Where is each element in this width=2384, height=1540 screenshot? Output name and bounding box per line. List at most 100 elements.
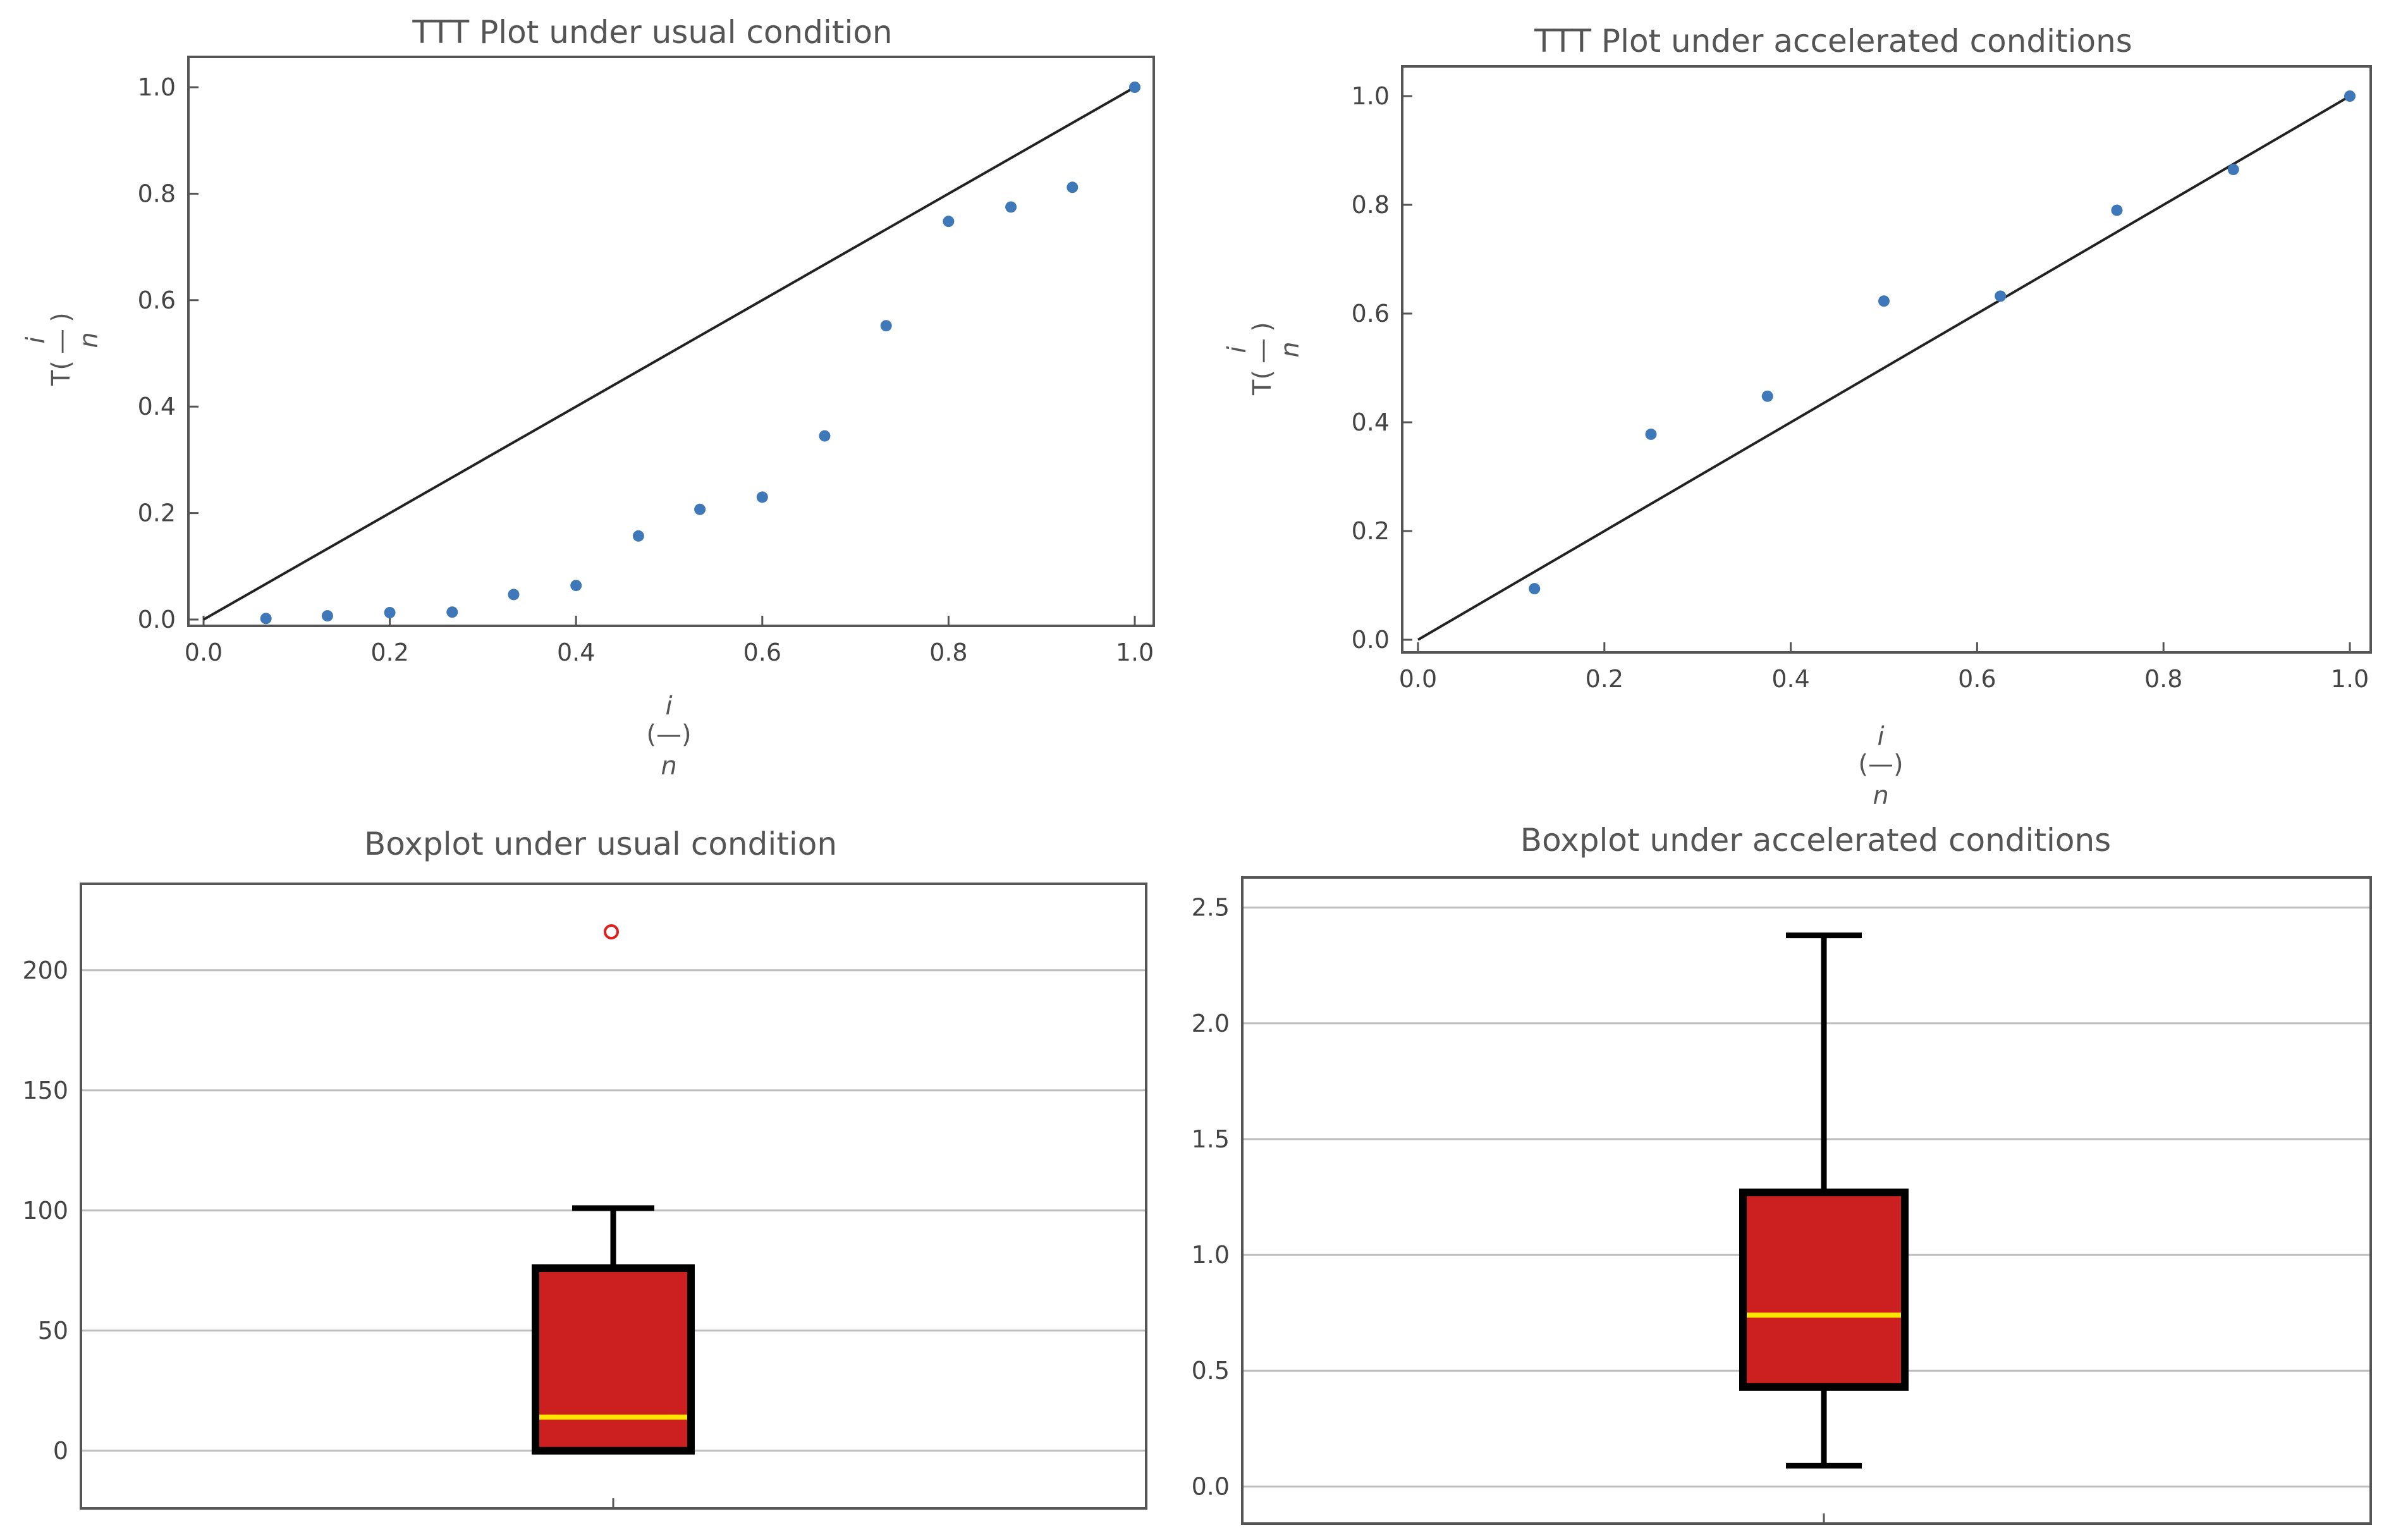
ttt-accelerated-x-tick-label: 0.4 bbox=[1771, 665, 1809, 693]
ttt-usual-y-label-dash: — bbox=[47, 329, 76, 354]
ttt-usual-x-tick-label: 0.8 bbox=[929, 639, 967, 666]
box-usual-y-tick-label: 200 bbox=[22, 956, 68, 984]
ttt-usual-x-label-bottom: n bbox=[661, 752, 676, 781]
ttt-usual-x-tick-label: 0.2 bbox=[370, 639, 408, 666]
ttt-usual-y-axis: 0.0 0.2 0.4 0.6 0.8 1.0 bbox=[138, 73, 199, 633]
box-usual-chart: Boxplot under usual condition 0 50 100 150 2… bbox=[22, 826, 1147, 1510]
ttt-usual-x-axis: 0.0 0.2 0.4 0.6 0.8 1.0 bbox=[185, 616, 1154, 666]
box-accelerated-y-axis: 0.0 0.5 1.0 1.5 2.0 2.5 bbox=[1192, 894, 1230, 1501]
ttt-accelerated-x-label-bottom: n bbox=[1873, 781, 1888, 810]
ttt-usual-y-tick-label: 0.6 bbox=[138, 286, 176, 314]
ttt-usual-x-tick-label: 0.6 bbox=[743, 639, 781, 666]
ttt-usual-x-label-top: i bbox=[665, 692, 672, 721]
ttt-usual-x-tick-label: 0.0 bbox=[185, 639, 223, 666]
ttt-usual-reference-line bbox=[203, 86, 1135, 621]
ttt-accelerated-point bbox=[2344, 90, 2356, 102]
ttt-accelerated-x-axis: 0.0 0.2 0.4 0.6 0.8 1.0 bbox=[1399, 642, 2369, 693]
box-usual-y-tick-label: 100 bbox=[22, 1197, 68, 1225]
ttt-accelerated-point bbox=[2111, 204, 2123, 216]
ttt-accelerated-point bbox=[2227, 164, 2239, 176]
ttt-accelerated-point bbox=[1878, 295, 1890, 307]
box-accelerated-y-tick-label: 1.5 bbox=[1192, 1125, 1230, 1153]
ttt-accelerated-y-label-top: i bbox=[1223, 346, 1252, 353]
ttt-accelerated-y-tick-label: 0.2 bbox=[1352, 517, 1390, 545]
ttt-usual-point bbox=[384, 607, 396, 619]
ttt-usual-point bbox=[1129, 82, 1140, 93]
ttt-usual-y-tick-label: 0.2 bbox=[138, 499, 176, 527]
box-usual-title: Boxplot under usual condition bbox=[364, 826, 837, 862]
ttt-accelerated-x-label: i (—) n bbox=[1858, 722, 1903, 810]
ttt-usual-point bbox=[880, 320, 892, 332]
box-accelerated-y-tick-label: 2.5 bbox=[1192, 894, 1230, 922]
ttt-accelerated-y-tick-label: 0.8 bbox=[1352, 191, 1390, 219]
ttt-accelerated-y-label-suffix: ) bbox=[1248, 322, 1277, 332]
ttt-usual-point bbox=[508, 589, 520, 601]
ttt-usual-y-label-bottom: n bbox=[75, 332, 104, 348]
box-accelerated-y-tick-label: 2.0 bbox=[1192, 1010, 1230, 1037]
ttt-accelerated-point bbox=[1995, 290, 2007, 302]
box-usual-box-group bbox=[532, 924, 695, 1455]
ttt-accelerated-x-tick-label: 1.0 bbox=[2331, 665, 2369, 693]
ttt-accelerated-x-label-mid: (—) bbox=[1858, 750, 1903, 779]
ttt-usual-y-tick-label: 1.0 bbox=[138, 73, 176, 101]
ttt-usual-point bbox=[1005, 201, 1017, 213]
ttt-usual-y-label-top: i bbox=[21, 336, 51, 343]
ttt-usual-point bbox=[694, 503, 706, 515]
ttt-accelerated-point bbox=[1761, 390, 1773, 402]
box-accelerated-box-group bbox=[1739, 932, 1909, 1469]
ttt-usual-y-label-prefix: T( bbox=[47, 360, 76, 386]
ttt-usual-point bbox=[260, 613, 272, 625]
ttt-usual-x-tick-label: 1.0 bbox=[1116, 639, 1154, 666]
ttt-accelerated-reference-line bbox=[1417, 95, 2351, 641]
box-accelerated-y-tick-label: 0.5 bbox=[1192, 1357, 1230, 1384]
box-accelerated-y-tick-label: 0.0 bbox=[1192, 1472, 1230, 1500]
ttt-usual-points bbox=[260, 82, 1140, 625]
ttt-usual-y-tick-label: 0.4 bbox=[138, 393, 176, 420]
ttt-usual-point bbox=[943, 216, 955, 228]
ttt-accelerated-x-tick-label: 0.8 bbox=[2144, 665, 2182, 693]
ttt-accelerated-title: TTT Plot under accelerated conditions bbox=[1534, 23, 2132, 59]
ttt-usual-point bbox=[819, 430, 831, 442]
box-accelerated-title: Boxplot under accelerated conditions bbox=[1520, 822, 2111, 859]
ttt-accelerated-plot-frame bbox=[1401, 65, 2372, 654]
box-usual-outlier bbox=[604, 924, 619, 939]
ttt-usual-point bbox=[321, 610, 333, 622]
box-usual-y-tick-label: 0 bbox=[53, 1437, 68, 1465]
ttt-usual-point bbox=[446, 606, 458, 618]
ttt-usual-title: TTT Plot under usual condition bbox=[412, 14, 892, 51]
ttt-accelerated-y-label: T( — ) i n bbox=[1223, 322, 1305, 396]
box-usual-y-axis: 0 50 100 150 200 bbox=[22, 956, 68, 1465]
ttt-usual-point bbox=[570, 580, 582, 592]
ttt-usual-x-label: i (—) n bbox=[646, 692, 691, 781]
ttt-accelerated-y-tick-label: 0.6 bbox=[1352, 300, 1390, 327]
ttt-accelerated-y-tick-label: 1.0 bbox=[1352, 82, 1390, 110]
ttt-usual-x-label-mid: (—) bbox=[646, 720, 691, 749]
ttt-usual-y-label: T( — ) i n bbox=[21, 312, 104, 386]
box-accelerated-chart: Boxplot under accelerated conditions 0.0… bbox=[1192, 822, 2372, 1525]
ttt-accelerated-x-tick-label: 0.2 bbox=[1586, 665, 1623, 693]
ttt-usual-y-tick-label: 0.0 bbox=[138, 606, 176, 633]
ttt-accelerated-y-label-bottom: n bbox=[1276, 341, 1305, 357]
ttt-accelerated-x-tick-label: 0.6 bbox=[1958, 665, 1996, 693]
box-usual-box bbox=[532, 1264, 695, 1455]
ttt-usual-point bbox=[632, 530, 644, 542]
box-usual-y-tick-label: 150 bbox=[22, 1077, 68, 1104]
ttt-accelerated-y-tick-label: 0.0 bbox=[1352, 626, 1390, 654]
ttt-usual-plot-frame bbox=[187, 56, 1155, 627]
ttt-accelerated-points bbox=[1529, 90, 2356, 595]
ttt-usual-y-tick-label: 0.8 bbox=[138, 180, 176, 207]
ttt-usual-point bbox=[1067, 181, 1079, 193]
ttt-accelerated-y-axis: 0.0 0.2 0.4 0.6 0.8 1.0 bbox=[1352, 82, 1412, 654]
ttt-accelerated-y-label-dash: — bbox=[1248, 338, 1277, 364]
ttt-accelerated-x-tick-label: 0.0 bbox=[1399, 665, 1437, 693]
box-accelerated-box bbox=[1739, 1189, 1909, 1391]
ttt-accelerated-y-tick-label: 0.4 bbox=[1352, 408, 1390, 436]
box-accelerated-y-tick-label: 1.0 bbox=[1192, 1241, 1230, 1269]
ttt-usual-point bbox=[756, 491, 768, 503]
ttt-accelerated-chart: TTT Plot under accelerated conditions 0.… bbox=[1223, 23, 2372, 810]
ttt-usual-x-tick-label: 0.4 bbox=[557, 639, 595, 666]
box-usual-y-tick-label: 50 bbox=[38, 1317, 68, 1345]
ttt-accelerated-point bbox=[1645, 428, 1657, 440]
